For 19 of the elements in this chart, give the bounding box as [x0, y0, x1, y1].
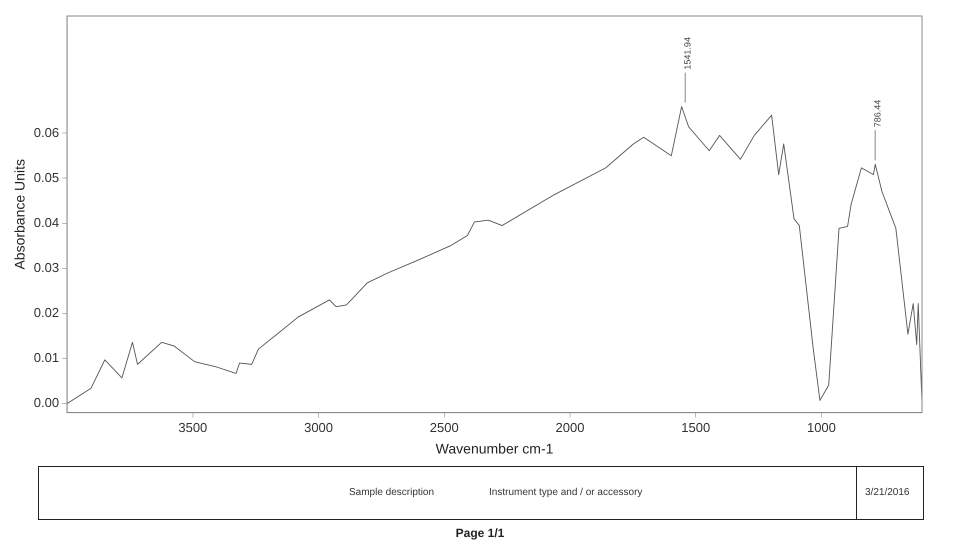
x-tick-label: 2000 — [556, 420, 584, 435]
y-tick-label: 0.06 — [34, 124, 60, 140]
y-tick-label: 0.03 — [34, 260, 60, 275]
x-tick-label: 1000 — [806, 420, 836, 435]
text: Page 1/1 — [454, 526, 506, 540]
x-tick-label: 1500 — [681, 420, 710, 435]
x-tick-label: 2500 — [430, 420, 459, 435]
y-tick-label: 0.00 — [34, 395, 60, 410]
annotation: 786.44 — [872, 100, 883, 128]
x-tick-label: 3500 — [178, 420, 208, 435]
y-tick-label: 0.01 — [34, 350, 60, 366]
x-tick-label: 3000 — [304, 420, 334, 435]
y-tick-label: 0.05 — [34, 170, 60, 185]
y-axis-title: Absorbance Units — [11, 159, 28, 270]
y-tick-label: 0.04 — [34, 214, 60, 230]
footer-box: Sample description Instrument type and / or accessory 3/21/2016 — [38, 466, 924, 520]
annotation: 1541.94 — [682, 37, 693, 70]
y-tick-label: 0.02 — [34, 305, 60, 320]
x-axis-title: Wavenumber cm-1 — [436, 440, 554, 456]
